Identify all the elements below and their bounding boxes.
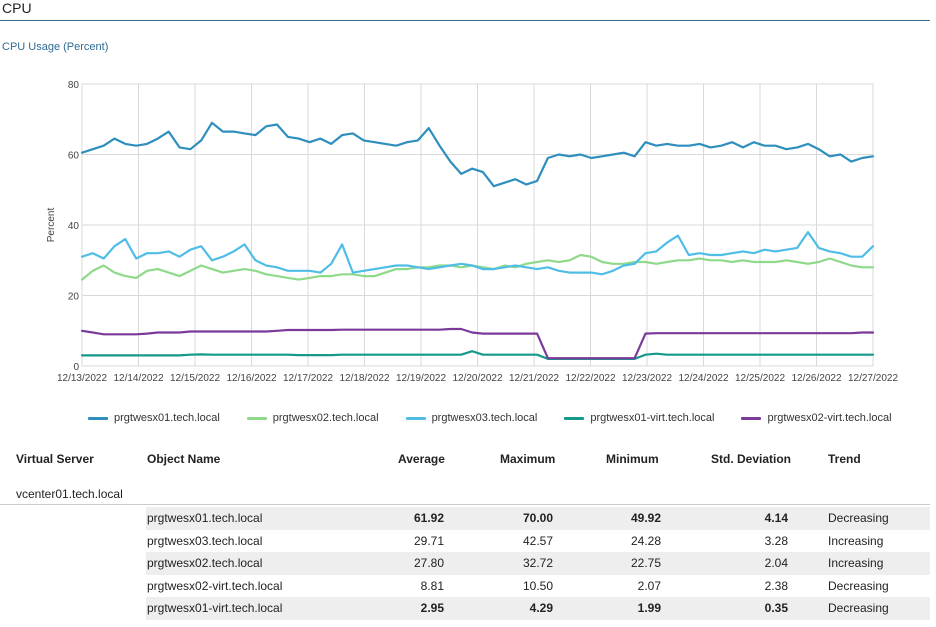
- column-header-average[interactable]: Average: [398, 452, 445, 466]
- x-tick-label: 12/27/2022: [848, 373, 898, 384]
- cell-maximum: 32.72: [522, 556, 553, 570]
- y-tick-label: 60: [68, 151, 80, 162]
- column-header-std-deviation[interactable]: Std. Deviation: [711, 452, 792, 466]
- x-tick-label: 12/23/2022: [622, 373, 672, 384]
- legend-label: prgtwesx03.tech.local: [431, 412, 538, 424]
- group-label-vcenter: vcenter01.tech.local: [16, 487, 123, 501]
- x-tick-label: 12/22/2022: [565, 373, 615, 384]
- cell-average: 2.95: [420, 601, 444, 615]
- cell-std-deviation: 4.14: [764, 511, 788, 525]
- cell-minimum: 49.92: [630, 511, 661, 525]
- group-divider: [0, 504, 930, 505]
- x-tick-label: 12/13/2022: [57, 373, 107, 384]
- chart-legend: prgtwesx01.tech.local prgtwesx02.tech.lo…: [88, 410, 919, 426]
- table-row: prgtwesx01.tech.local 61.92 70.00 49.92 …: [146, 507, 930, 530]
- y-tick-label: 40: [68, 221, 80, 232]
- cell-minimum: 1.99: [637, 601, 661, 615]
- cell-maximum: 4.29: [529, 601, 553, 615]
- legend-item-prgtwesx02-virt[interactable]: prgtwesx02-virt.tech.local: [741, 412, 892, 424]
- legend-swatch: [741, 416, 762, 420]
- column-header-maximum[interactable]: Maximum: [500, 452, 556, 466]
- legend-label: prgtwesx01.tech.local: [114, 412, 220, 424]
- cell-trend: Decreasing: [828, 511, 889, 525]
- cell-maximum: 10.50: [522, 578, 553, 593]
- cell-maximum: 42.57: [522, 533, 553, 548]
- cell-maximum: 70.00: [522, 511, 553, 525]
- x-tick-label: 12/14/2022: [113, 373, 163, 384]
- table-row: prgtwesx02-virt.tech.local 8.81 10.50 2.…: [146, 575, 930, 598]
- column-header-minimum[interactable]: Minimum: [606, 452, 659, 466]
- page-title: CPU: [2, 0, 32, 16]
- legend-item-prgtwesx02[interactable]: prgtwesx02.tech.local: [246, 412, 379, 424]
- series-line-4: [80, 350, 875, 360]
- cell-minimum: 22.75: [630, 556, 661, 570]
- series-line-3: [80, 231, 875, 276]
- legend-label: prgtwesx02-virt.tech.local: [767, 412, 892, 424]
- cell-trend: Increasing: [828, 556, 884, 570]
- cell-object-name: prgtwesx03.tech.local: [147, 533, 263, 548]
- cell-trend: Increasing: [828, 533, 884, 548]
- cell-average: 8.81: [420, 578, 444, 593]
- series-line-5: [80, 327, 875, 360]
- cell-object-name: prgtwesx02.tech.local: [147, 556, 263, 570]
- table-row: prgtwesx02.tech.local 27.80 32.72 22.75 …: [146, 552, 930, 575]
- table-row: prgtwesx01-virt.tech.local 2.95 4.29 1.9…: [146, 597, 930, 620]
- x-tick-label: 12/16/2022: [226, 373, 276, 384]
- y-tick-label: 0: [73, 362, 79, 373]
- series-line-1: [80, 121, 875, 188]
- cell-minimum: 24.28: [630, 533, 661, 548]
- cell-average: 27.80: [413, 556, 444, 570]
- cell-std-deviation: 3.28: [764, 533, 788, 548]
- column-header-virtual-server[interactable]: Virtual Server: [16, 452, 94, 466]
- legend-swatch: [88, 416, 108, 420]
- legend-label: prgtwesx02.tech.local: [272, 412, 379, 424]
- cell-object-name: prgtwesx02-virt.tech.local: [147, 578, 283, 593]
- legend-swatch: [564, 416, 585, 420]
- cell-std-deviation: 0.35: [764, 601, 788, 615]
- legend-item-prgtwesx01-virt[interactable]: prgtwesx01-virt.tech.local: [564, 412, 714, 424]
- x-tick-label: 12/21/2022: [509, 373, 559, 384]
- cell-average: 29.71: [413, 533, 444, 548]
- table-row: prgtwesx03.tech.local 29.71 42.57 24.28 …: [146, 530, 930, 553]
- cell-average: 61.92: [413, 511, 444, 525]
- x-tick-label: 12/18/2022: [339, 373, 389, 384]
- cell-object-name: prgtwesx01.tech.local: [147, 511, 263, 525]
- legend-item-prgtwesx03[interactable]: prgtwesx03.tech.local: [405, 412, 538, 424]
- x-tick-label: 12/25/2022: [735, 373, 785, 384]
- legend-label: prgtwesx01-virt.tech.local: [590, 412, 715, 424]
- x-tick-label: 12/15/2022: [170, 373, 220, 384]
- legend-swatch: [405, 416, 426, 420]
- y-tick-label: 80: [68, 80, 80, 91]
- x-tick-label: 12/26/2022: [791, 373, 841, 384]
- x-tick-label: 12/24/2022: [678, 373, 728, 384]
- y-axis-label: Percent: [46, 208, 57, 243]
- y-tick-label: 20: [68, 292, 80, 303]
- cell-minimum: 2.07: [637, 578, 661, 593]
- cell-std-deviation: 2.38: [764, 578, 788, 593]
- cell-trend: Decreasing: [828, 578, 889, 593]
- x-tick-label: 12/20/2022: [452, 373, 502, 384]
- legend-item-prgtwesx01[interactable]: prgtwesx01.tech.local: [88, 412, 220, 424]
- section-title: CPU Usage (Percent): [2, 41, 109, 53]
- cell-trend: Decreasing: [828, 601, 889, 615]
- column-header-object-name[interactable]: Object Name: [147, 452, 221, 466]
- table-body: prgtwesx01.tech.local 61.92 70.00 49.92 …: [146, 507, 930, 620]
- column-header-trend[interactable]: Trend: [828, 452, 861, 466]
- title-divider: [0, 20, 930, 21]
- x-tick-label: 12/17/2022: [283, 373, 333, 384]
- cell-std-deviation: 2.04: [764, 556, 788, 570]
- x-tick-label: 12/19/2022: [396, 373, 446, 384]
- cell-object-name: prgtwesx01-virt.tech.local: [147, 601, 283, 615]
- cpu-usage-chart: 0 20 40 60 80 12/13/2022 12/14/2022 12/15/2022 1…: [46, 80, 898, 384]
- table-header: Virtual Server Object Name Average Maxim…: [0, 452, 936, 468]
- legend-swatch: [246, 416, 267, 420]
